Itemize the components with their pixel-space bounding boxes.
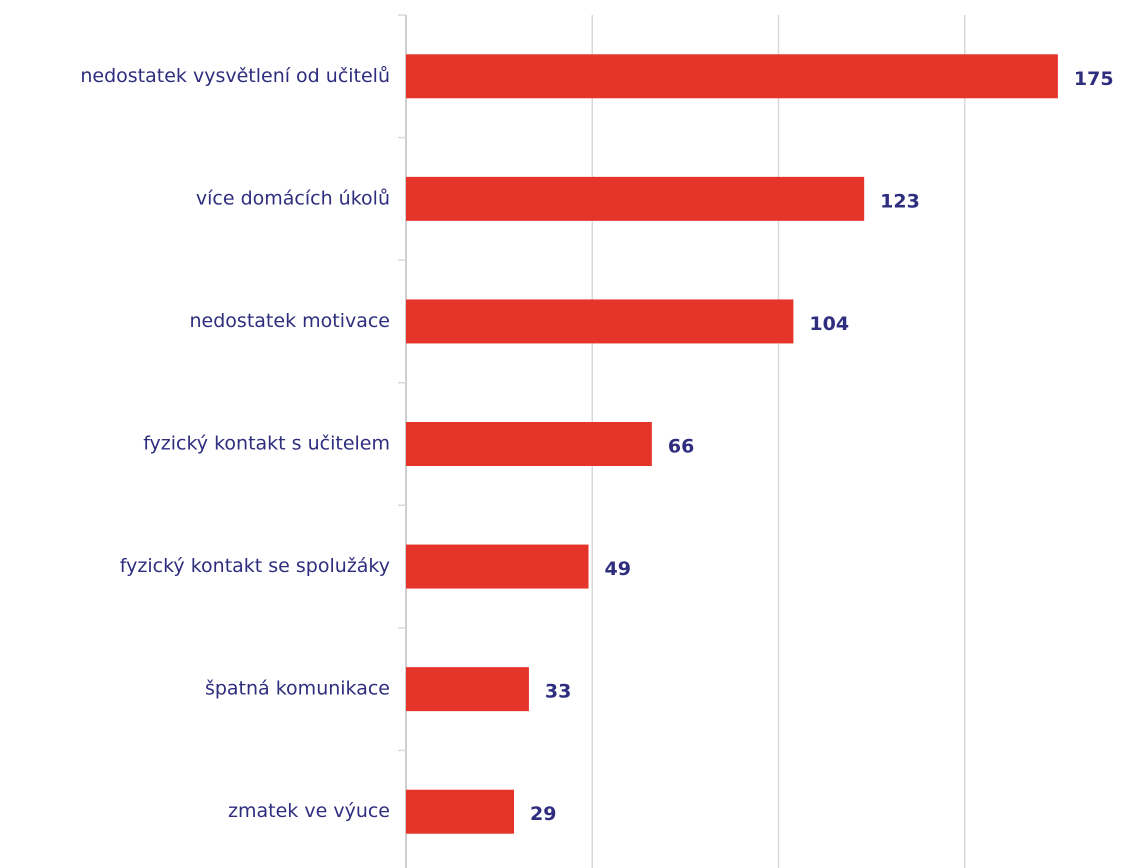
value-label: 123 <box>880 190 920 212</box>
value-label: 104 <box>809 313 849 335</box>
bar <box>406 789 515 834</box>
bar <box>406 422 652 466</box>
bar <box>406 176 865 221</box>
bar <box>406 54 1058 99</box>
value-label: 175 <box>1074 68 1114 90</box>
value-label: 33 <box>545 681 571 703</box>
y-tick-label: fyzický kontakt s učitelem <box>143 433 390 455</box>
bar <box>406 544 589 589</box>
value-label: 29 <box>530 803 556 825</box>
y-tick-label: více domácích úkolů <box>196 187 390 209</box>
bar <box>406 667 529 712</box>
y-tick-label: nedostatek vysvětlení od učitelů <box>80 65 390 87</box>
y-tick-label: nedostatek motivace <box>190 310 390 332</box>
value-label: 49 <box>605 558 631 580</box>
value-label: 66 <box>668 436 694 458</box>
y-tick-label: zmatek ve výuce <box>228 800 390 822</box>
bar <box>406 299 794 344</box>
y-tick-label: fyzický kontakt se spolužáky <box>120 555 390 577</box>
y-tick-label: špatná komunikace <box>205 678 390 700</box>
